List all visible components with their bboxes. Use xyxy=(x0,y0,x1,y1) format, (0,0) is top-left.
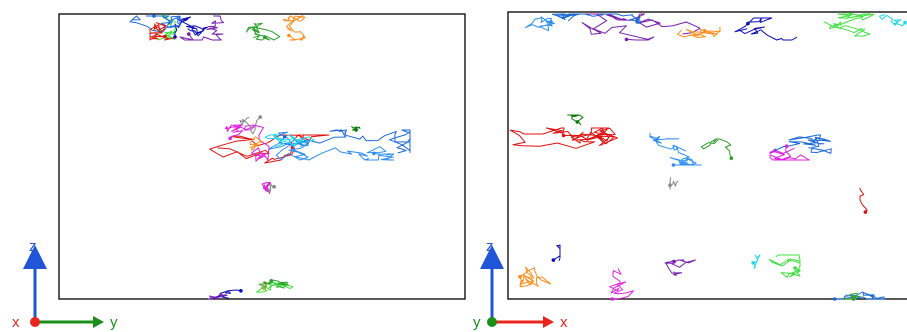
trajectory-path-9 xyxy=(278,129,411,154)
right-out-of-plane-axis-label: y xyxy=(473,314,481,331)
trajectory-path-24 xyxy=(677,26,721,38)
trajectory-end-marker-3 xyxy=(287,33,291,38)
right-plot-frame xyxy=(507,11,907,300)
trajectory-end-marker-40 xyxy=(793,266,797,270)
trajectory-end-marker-11 xyxy=(273,133,277,138)
trajectory-path-29 xyxy=(509,127,618,149)
left-out-of-plane-axis-label: x xyxy=(12,314,20,331)
trajectory-path-33 xyxy=(567,114,584,126)
trajectory-end-marker-22 xyxy=(624,37,629,42)
right-vertical-axis-label: z xyxy=(486,238,494,255)
trajectory-end-marker-28 xyxy=(549,20,553,24)
left-horizontal-axis-label: y xyxy=(110,314,118,331)
trajectory-path-41 xyxy=(752,254,761,269)
trajectory-path-4 xyxy=(246,22,281,41)
trajectory-path-5 xyxy=(129,15,181,33)
trajectory-end-marker-4 xyxy=(263,35,267,39)
trajectory-end-marker-12 xyxy=(258,115,263,119)
trajectory-path-35 xyxy=(669,177,679,190)
trajectory-end-marker-6 xyxy=(163,34,167,39)
trajectory-path-2 xyxy=(174,16,209,38)
trajectory-path-32 xyxy=(769,146,810,161)
trajectory-path-21 xyxy=(207,294,228,300)
trajectory-end-marker-32 xyxy=(784,144,789,148)
trajectory-path-23 xyxy=(551,13,641,24)
trajectory-path-22 xyxy=(581,13,701,41)
trajectory-path-25 xyxy=(823,13,875,37)
trajectory-end-marker-1 xyxy=(187,32,191,36)
trajectory-path-44 xyxy=(553,244,561,262)
trajectory-end-marker-21 xyxy=(219,293,223,298)
trajectory-path-28 xyxy=(524,16,555,32)
trajectory-path-38 xyxy=(609,268,635,300)
trajectory-path-12 xyxy=(239,116,261,135)
trajectory-path-30 xyxy=(649,132,702,166)
left-horizontal-arrowhead xyxy=(93,316,104,328)
right-origin-dot xyxy=(487,317,497,327)
trajectory-end-marker-41 xyxy=(751,261,755,265)
trajectory-end-marker-14 xyxy=(254,143,258,147)
trajectory-end-marker-29 xyxy=(561,133,566,138)
trajectory-path-43 xyxy=(842,292,861,300)
right-horizontal-axis-label: x xyxy=(560,314,568,331)
trajectory-end-marker-43 xyxy=(851,297,856,301)
trajectory-end-marker-26 xyxy=(746,21,750,26)
trajectory-path-17 xyxy=(268,183,275,193)
trajectory-path-39 xyxy=(664,259,696,276)
trajectory-path-14 xyxy=(249,136,263,151)
trajectory-path-40 xyxy=(768,254,801,278)
trajectory-end-marker-35 xyxy=(668,183,672,187)
trajectory-path-18 xyxy=(256,281,294,293)
left-trajectories xyxy=(129,14,411,300)
trajectory-path-31 xyxy=(774,134,832,154)
left-plot-frame xyxy=(58,13,466,300)
right-panel xyxy=(507,11,907,301)
trajectory-end-marker-38 xyxy=(610,297,615,301)
trajectory-path-37 xyxy=(519,266,552,288)
trajectory-end-marker-39 xyxy=(672,259,676,264)
trajectory-end-marker-23 xyxy=(635,19,639,24)
trajectory-end-marker-20 xyxy=(239,289,243,293)
trajectory-path-27 xyxy=(878,14,906,27)
trajectory-end-marker-24 xyxy=(703,29,707,33)
trajectory-end-marker-19 xyxy=(269,279,274,283)
left-panel xyxy=(58,13,466,300)
trajectory-end-marker-33 xyxy=(575,120,580,124)
right-trajectories xyxy=(509,12,907,301)
right-axes-triad: z x y xyxy=(473,238,568,331)
trajectory-end-marker-34 xyxy=(729,156,734,161)
trajectory-path-26 xyxy=(734,17,798,41)
trajectory-end-marker-13 xyxy=(354,128,358,132)
trajectory-path-8 xyxy=(268,131,395,161)
trajectory-end-marker-10 xyxy=(228,136,232,141)
trajectory-end-marker-30 xyxy=(671,163,676,167)
trajectory-end-marker-27 xyxy=(903,20,907,25)
left-origin-dot xyxy=(30,317,40,327)
trajectory-end-marker-25 xyxy=(848,12,853,16)
right-horizontal-arrowhead xyxy=(543,316,554,328)
trajectory-path-11 xyxy=(264,134,315,148)
trajectory-end-marker-37 xyxy=(518,274,522,279)
left-vertical-axis-label: z xyxy=(29,238,37,255)
trajectory-end-marker-8 xyxy=(372,151,376,156)
trajectory-end-marker-9 xyxy=(282,134,287,139)
trajectory-end-marker-5 xyxy=(152,14,156,18)
trajectory-end-marker-17 xyxy=(272,184,276,189)
trajectory-end-marker-42 xyxy=(832,297,837,301)
left-axes-triad: z y x xyxy=(12,238,118,331)
trajectory-path-36 xyxy=(859,187,868,213)
trajectory-end-marker-36 xyxy=(863,210,868,214)
trajectory-path-6 xyxy=(149,22,175,41)
trajectory-path-1 xyxy=(179,15,224,41)
trajectory-path-13 xyxy=(351,125,361,131)
trajectory-end-marker-44 xyxy=(551,258,556,262)
trajectory-path-3 xyxy=(283,15,306,41)
trajectory-path-34 xyxy=(700,137,733,159)
trajectory-path-42 xyxy=(834,291,886,300)
